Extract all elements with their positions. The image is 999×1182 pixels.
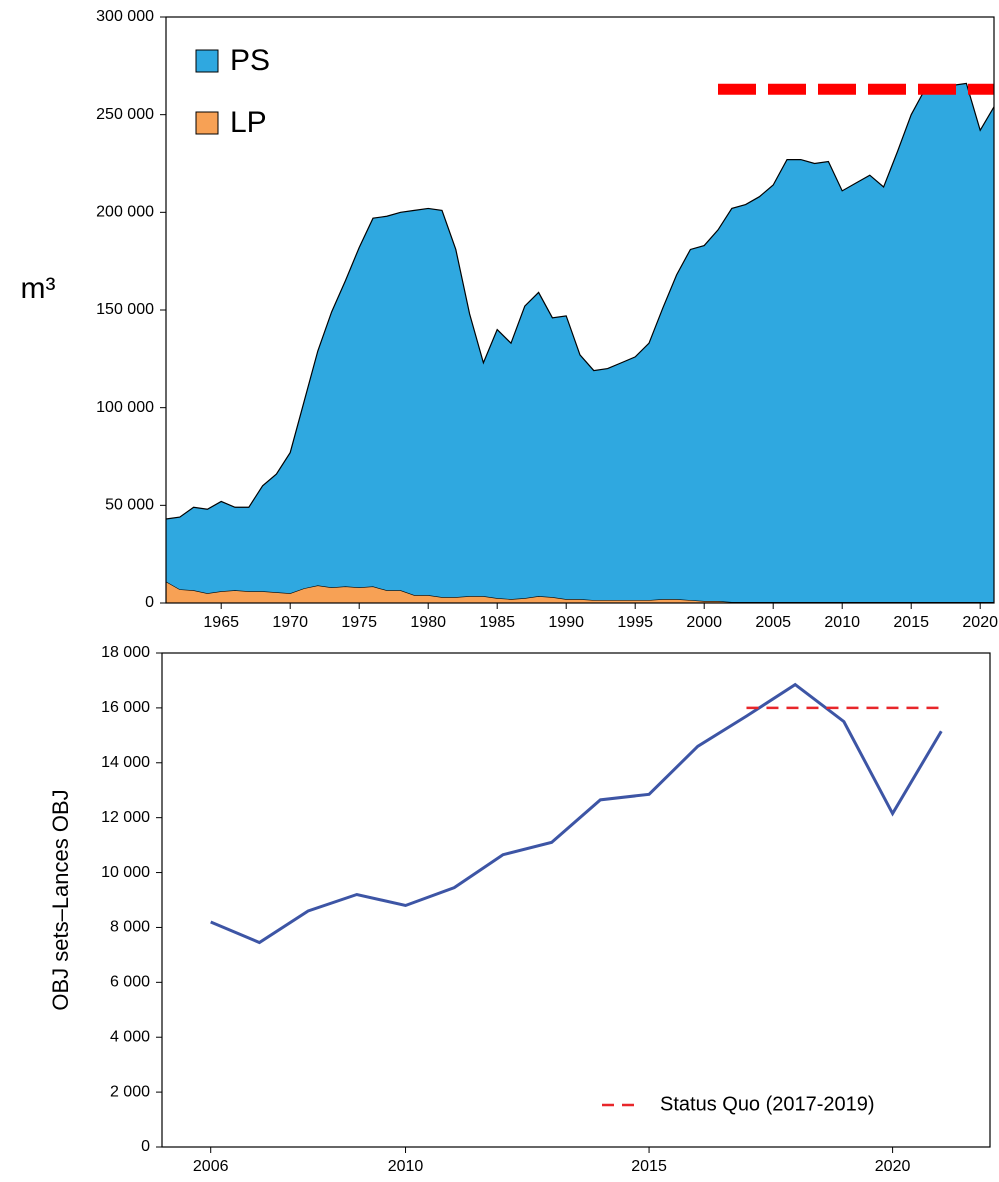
y-tick-label: 100 000: [96, 399, 154, 416]
area: [166, 83, 994, 603]
y-axis-label: m³: [21, 272, 56, 305]
x-tick-label: 2000: [686, 614, 722, 631]
y-tick-label: 18 000: [101, 644, 150, 661]
x-tick-label: 1980: [410, 614, 446, 631]
y-tick-label: 16 000: [101, 699, 150, 716]
legend-label: LP: [230, 106, 267, 139]
y-tick-label: 8 000: [110, 919, 150, 936]
x-tick-label: 2015: [893, 614, 929, 631]
y-tick-label: 200 000: [96, 204, 154, 221]
y-tick-label: 4 000: [110, 1028, 150, 1045]
legend-swatch: [195, 49, 219, 73]
y-tick-label: 14 000: [101, 754, 150, 771]
x-tick-label: 1990: [548, 614, 584, 631]
x-tick-label: 1970: [272, 614, 308, 631]
x-tick-label: 1995: [617, 614, 653, 631]
x-tick-label: 1985: [479, 614, 515, 631]
x-tick-label: 2006: [193, 1158, 229, 1175]
x-tick-label: 2020: [962, 614, 998, 631]
y-tick-label: 250 000: [96, 106, 154, 123]
y-tick-label: 0: [145, 594, 154, 611]
area-outline: [165, 82, 995, 520]
x-tick-label: 2020: [875, 1158, 911, 1175]
y-tick-label: 300 000: [96, 8, 154, 25]
legend-label: PS: [230, 44, 270, 77]
y-tick-label: 50 000: [105, 497, 154, 514]
y-tick-label: 10 000: [101, 864, 150, 881]
x-tick-label: 2010: [388, 1158, 424, 1175]
y-axis-label: OBJ sets–Lances OBJ: [48, 789, 73, 1010]
y-tick-label: 0: [141, 1138, 150, 1155]
x-tick-label: 2005: [755, 614, 791, 631]
x-tick-label: 2010: [824, 614, 860, 631]
y-tick-label: 12 000: [101, 809, 150, 826]
line: [210, 682, 943, 945]
x-tick-label: 1975: [341, 614, 377, 631]
y-tick-label: 150 000: [96, 301, 154, 318]
x-tick-label: 1965: [203, 614, 239, 631]
legend-swatch: [195, 111, 219, 135]
plot-frame: [161, 652, 991, 1148]
y-tick-label: 6 000: [110, 974, 150, 991]
y-tick-label: 2 000: [110, 1083, 150, 1100]
x-tick-label: 2015: [631, 1158, 667, 1175]
legend-label: Status Quo (2017-2019): [660, 1093, 875, 1115]
